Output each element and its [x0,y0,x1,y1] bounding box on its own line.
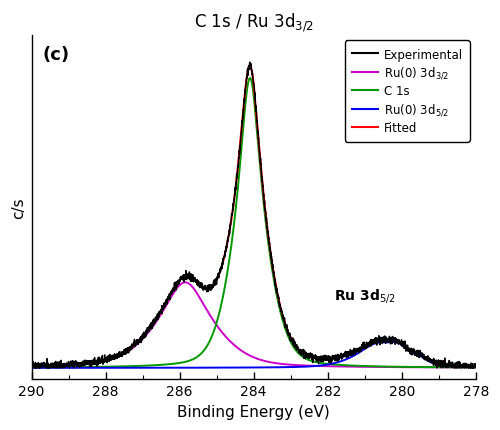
Y-axis label: c/s: c/s [11,197,26,218]
X-axis label: Binding Energy (eV): Binding Energy (eV) [178,404,330,419]
Text: (c): (c) [43,46,70,64]
Title: C 1s / Ru 3d$_{3/2}$: C 1s / Ru 3d$_{3/2}$ [194,11,314,34]
Legend: Experimental, Ru(0) 3d$_{3/2}$, C 1s, Ru(0) 3d$_{5/2}$, Fitted: Experimental, Ru(0) 3d$_{3/2}$, C 1s, Ru… [344,41,470,142]
Text: Ru 3d$_{5/2}$: Ru 3d$_{5/2}$ [334,286,396,304]
